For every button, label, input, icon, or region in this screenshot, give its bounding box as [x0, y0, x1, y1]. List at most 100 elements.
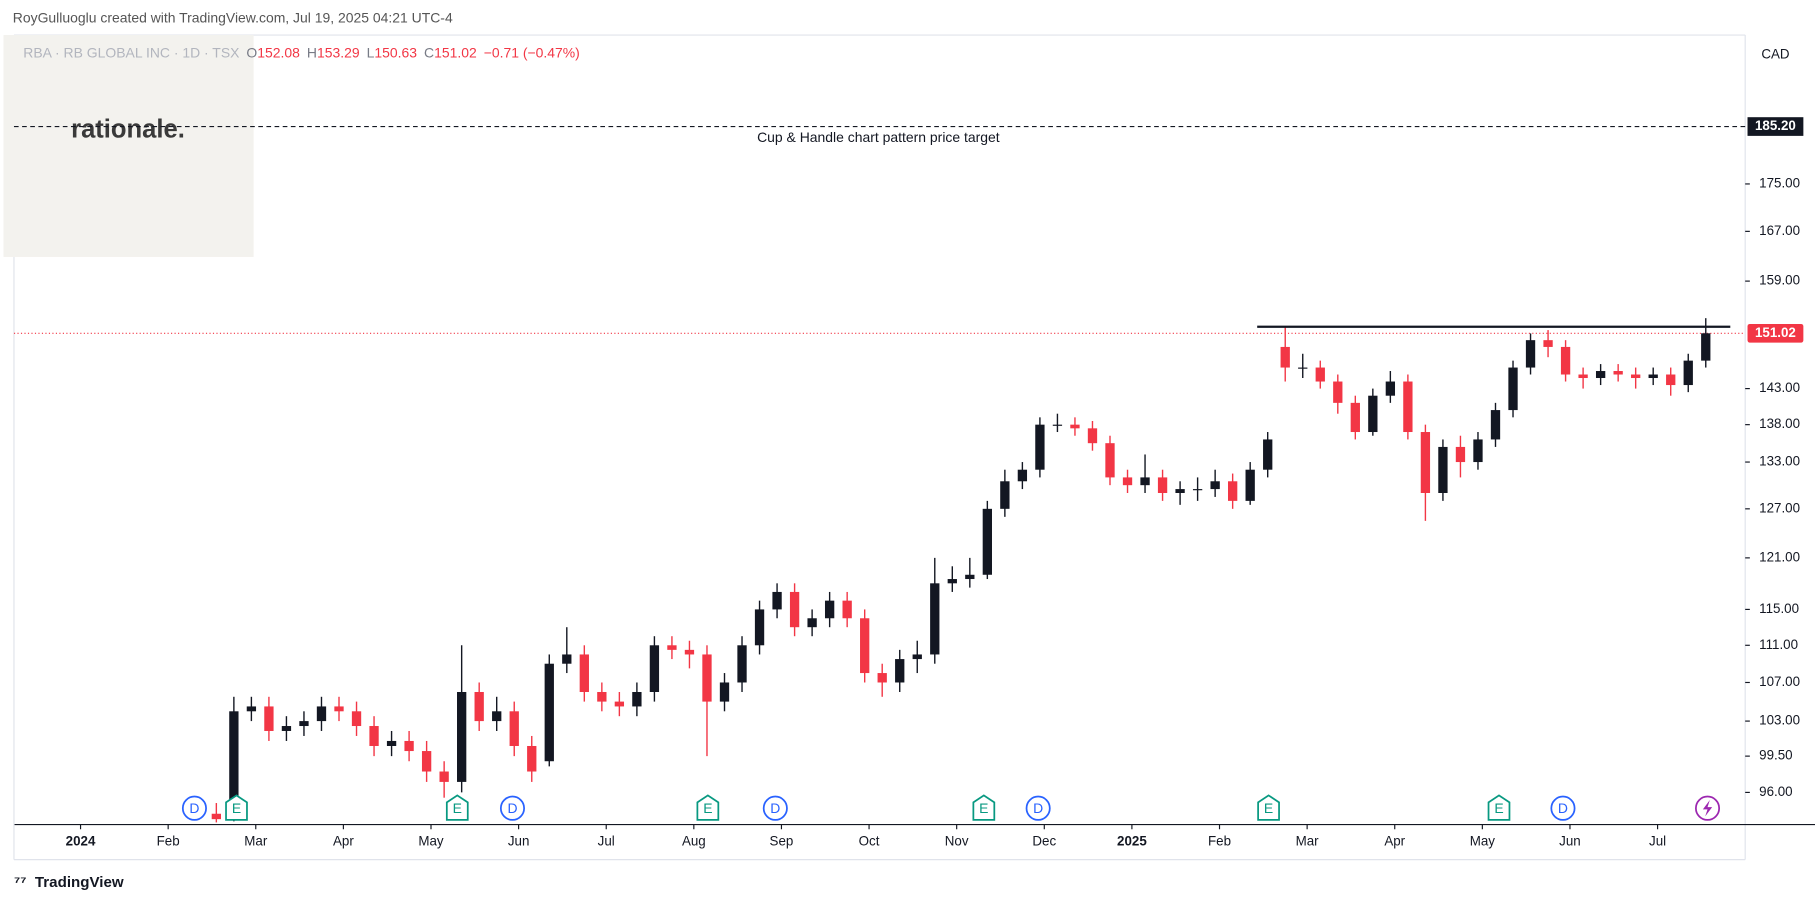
event-label: D	[189, 800, 199, 816]
x-tick-label: Jul	[1649, 834, 1666, 849]
candle-body	[632, 691, 642, 707]
candle-body	[1280, 346, 1290, 368]
event-label: D	[1558, 800, 1568, 816]
candle-body	[982, 508, 992, 575]
x-tick-label: Oct	[859, 834, 880, 849]
y-tick-label: 121.00	[1759, 549, 1800, 564]
x-tick-label: Sep	[770, 834, 794, 849]
candle-body	[1175, 489, 1185, 493]
footer-icon: ⁷⁷	[14, 874, 26, 891]
x-tick-label: Nov	[945, 834, 969, 849]
x-tick-label: May	[418, 834, 444, 849]
candle-body	[1438, 446, 1448, 493]
legend: RBA · RB GLOBAL INC · 1D · TSX O152.08 H15…	[23, 44, 580, 60]
candle-body	[492, 711, 502, 722]
event-marker[interactable]: E	[225, 794, 248, 821]
candle-body	[1315, 367, 1325, 382]
candle-body	[1070, 424, 1080, 429]
candle-body	[1701, 333, 1711, 361]
candle-body	[1403, 381, 1413, 433]
candle-body	[316, 706, 327, 722]
y-tick-label: 159.00	[1759, 273, 1800, 288]
event-icon	[1257, 794, 1280, 821]
target-text: Cup & Handle chart pattern price target	[757, 129, 1000, 145]
event-icon	[1487, 794, 1511, 821]
event-marker[interactable]: E	[1487, 794, 1511, 821]
y-tick-label: 99.50	[1759, 748, 1792, 763]
candle-body	[1578, 374, 1588, 379]
x-tick-label: 2024	[66, 834, 96, 849]
x-tick-label: May	[1470, 834, 1496, 849]
candle-body	[772, 591, 782, 610]
x-tick-label: Apr	[333, 834, 354, 849]
candle-body	[1648, 374, 1658, 379]
candle-body	[264, 706, 274, 731]
candle-body	[702, 654, 712, 702]
candle-body	[1385, 381, 1396, 396]
candle-body	[211, 813, 222, 820]
candle-body	[1508, 367, 1518, 411]
candle-body	[1473, 439, 1483, 463]
candle-body	[421, 751, 432, 772]
candle-body	[351, 711, 362, 727]
open: 152.08	[257, 44, 300, 60]
candle-body	[386, 740, 397, 746]
candle-body	[246, 706, 257, 712]
event-marker[interactable]: D	[762, 795, 788, 821]
y-tick-label: 167.00	[1759, 223, 1800, 238]
candle-body	[860, 618, 870, 674]
currency[interactable]: CAD	[1761, 46, 1790, 61]
candle-body	[1455, 446, 1466, 463]
candle-body	[842, 600, 852, 619]
logo-box	[3, 35, 254, 257]
event-marker[interactable]: E	[1257, 794, 1280, 821]
event-icon	[445, 794, 469, 821]
x-tick-label: Aug	[682, 834, 706, 849]
candle-body	[1350, 402, 1360, 433]
event-label: E	[453, 800, 462, 816]
candle-body	[930, 583, 940, 655]
event-label: D	[770, 800, 780, 816]
candle-body	[1595, 371, 1606, 379]
candle-body	[1368, 395, 1378, 433]
watermark: RoyGulluoglu created with TradingView.co…	[13, 9, 453, 25]
event-marker[interactable]: D	[181, 795, 207, 821]
footer-logo: TradingView	[35, 874, 124, 891]
candle-body	[1333, 381, 1343, 403]
event-icon	[762, 795, 788, 821]
candle-body	[1666, 374, 1676, 386]
candle-body	[684, 649, 695, 655]
event-marker[interactable]: D	[1550, 795, 1576, 821]
candle-body	[1525, 340, 1536, 368]
candle-body	[1543, 340, 1553, 347]
event-marker[interactable]	[1695, 795, 1721, 821]
y-tick-label: 111.00	[1759, 637, 1798, 652]
l-label: L	[367, 44, 375, 60]
y-tick-label: 103.00	[1759, 713, 1800, 728]
candle-body	[912, 654, 922, 660]
event-marker[interactable]: E	[972, 794, 996, 821]
y-tick-label: 133.00	[1759, 454, 1800, 469]
event-marker[interactable]: E	[445, 794, 469, 821]
candle-body	[1192, 489, 1203, 491]
candle-body	[229, 711, 239, 820]
change: −0.71 (−0.47%)	[484, 44, 580, 60]
event-marker[interactable]: D	[499, 795, 525, 821]
x-tick-label: Mar	[244, 834, 268, 849]
event-icon	[1025, 795, 1051, 821]
candle-body	[1122, 477, 1133, 486]
event-marker[interactable]: D	[1025, 795, 1051, 821]
candle-body	[1052, 424, 1063, 426]
candle-body	[1017, 469, 1028, 482]
x-tick-label: Mar	[1296, 834, 1320, 849]
event-marker[interactable]: E	[696, 794, 720, 821]
candle-body	[404, 740, 414, 752]
candle-body	[649, 645, 660, 692]
candle-body	[1263, 439, 1273, 470]
event-icon	[225, 794, 248, 821]
x-tick-label: Dec	[1032, 834, 1056, 849]
candle-body	[737, 645, 747, 683]
candle-body	[807, 618, 817, 628]
x-tick-label: Apr	[1384, 834, 1405, 849]
event-label: E	[232, 800, 241, 816]
